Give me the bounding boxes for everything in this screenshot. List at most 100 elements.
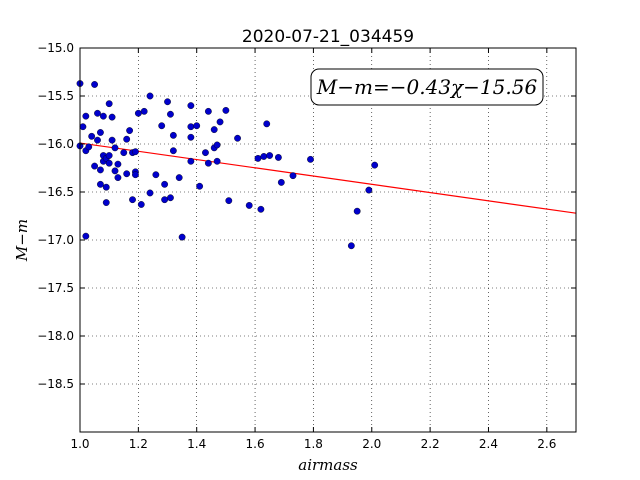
data-point: [108, 113, 116, 121]
data-point: [114, 174, 122, 182]
data-point: [254, 154, 262, 162]
y-tick-label: −18.5: [37, 377, 74, 391]
data-point: [158, 122, 166, 130]
data-point: [102, 199, 110, 206]
data-point: [91, 81, 98, 88]
data-point: [225, 197, 233, 205]
data-point: [169, 131, 177, 139]
data-point: [347, 242, 355, 250]
data-point: [123, 135, 131, 143]
data-point: [123, 170, 131, 178]
y-tick-label: −15.5: [37, 89, 74, 103]
data-points: [76, 80, 379, 250]
data-point: [257, 205, 265, 213]
x-tick-label: 1.8: [304, 437, 323, 451]
y-tick-label: −16.0: [37, 137, 74, 151]
data-point: [88, 132, 96, 140]
data-point: [105, 159, 113, 167]
y-tick-label: −15.0: [37, 41, 74, 55]
data-point: [193, 122, 201, 130]
y-tick-label: −17.0: [37, 233, 74, 247]
x-tick-label: 2.6: [537, 437, 556, 451]
data-point: [204, 107, 212, 115]
x-tick-label: 1.4: [187, 437, 206, 451]
y-tick-label: −18.0: [37, 329, 74, 343]
y-tick-label: −17.5: [37, 281, 74, 295]
data-point: [187, 123, 195, 131]
data-point: [146, 92, 154, 100]
data-point: [161, 180, 169, 188]
data-point: [161, 196, 169, 204]
data-point: [234, 134, 241, 142]
x-tick-label: 2.4: [479, 437, 498, 451]
data-point: [91, 162, 98, 170]
data-point: [213, 157, 221, 165]
data-point: [126, 127, 134, 134]
data-point: [102, 183, 110, 191]
data-point: [82, 232, 90, 240]
data-point: [371, 161, 379, 169]
data-point: [146, 189, 154, 197]
data-point: [216, 118, 224, 126]
data-point: [187, 133, 195, 141]
data-point: [210, 126, 218, 134]
data-point: [260, 153, 268, 160]
data-point: [307, 155, 314, 163]
data-point: [222, 107, 230, 114]
x-tick-label: 2.0: [362, 437, 381, 451]
data-point: [114, 160, 122, 168]
data-point: [137, 201, 145, 208]
data-point: [167, 110, 174, 118]
data-point: [289, 172, 297, 180]
x-axis-label: airmass: [298, 456, 358, 474]
data-point: [97, 129, 104, 136]
data-point: [187, 157, 195, 165]
fit-line: [79, 142, 577, 214]
data-point: [266, 152, 274, 159]
chart-title: 2020-07-21_034459: [242, 27, 414, 47]
x-tick-label: 2.2: [421, 437, 440, 451]
y-axis-label: M−m: [13, 219, 31, 262]
data-point: [169, 147, 177, 155]
y-tick-label: −16.5: [37, 185, 74, 199]
data-point: [277, 178, 285, 186]
x-tick-label: 1.2: [129, 437, 148, 451]
data-point: [105, 152, 113, 159]
fit-line-group: [79, 142, 577, 214]
data-point: [111, 167, 119, 175]
x-tick-label: 1.6: [246, 437, 265, 451]
data-point: [82, 112, 90, 120]
data-point: [263, 120, 271, 128]
data-point: [213, 141, 221, 149]
data-point: [178, 233, 186, 241]
data-point: [120, 149, 128, 157]
data-point: [140, 107, 148, 115]
annotation-box: M−m=−0.43χ−15.56: [310, 68, 544, 106]
data-point: [204, 159, 212, 167]
axis-ticks: 1.0 1.2 1.4 1.6 1.8 2.0 2.2 2.4 2.6 −15.0 −15.5 −16…: [37, 41, 576, 451]
data-point: [99, 112, 107, 120]
data-point: [353, 207, 361, 215]
data-point: [97, 166, 104, 174]
data-point: [105, 100, 113, 108]
data-point: [94, 109, 101, 117]
data-point: [152, 171, 160, 179]
fit-equation: M−m=−0.43χ−15.56: [316, 75, 538, 99]
data-point: [129, 196, 136, 204]
data-point: [134, 109, 142, 117]
data-point: [274, 154, 282, 161]
data-point: [132, 148, 139, 156]
x-tick-label: 1.0: [70, 437, 89, 451]
data-point: [94, 136, 101, 144]
data-point: [187, 102, 195, 110]
data-point: [97, 180, 104, 188]
data-point: [245, 202, 253, 209]
data-point: [202, 149, 209, 157]
data-point: [132, 171, 139, 179]
data-point: [196, 182, 204, 190]
data-point: [85, 143, 93, 151]
data-point: [167, 194, 174, 202]
data-point: [79, 123, 87, 131]
data-point: [111, 144, 119, 152]
